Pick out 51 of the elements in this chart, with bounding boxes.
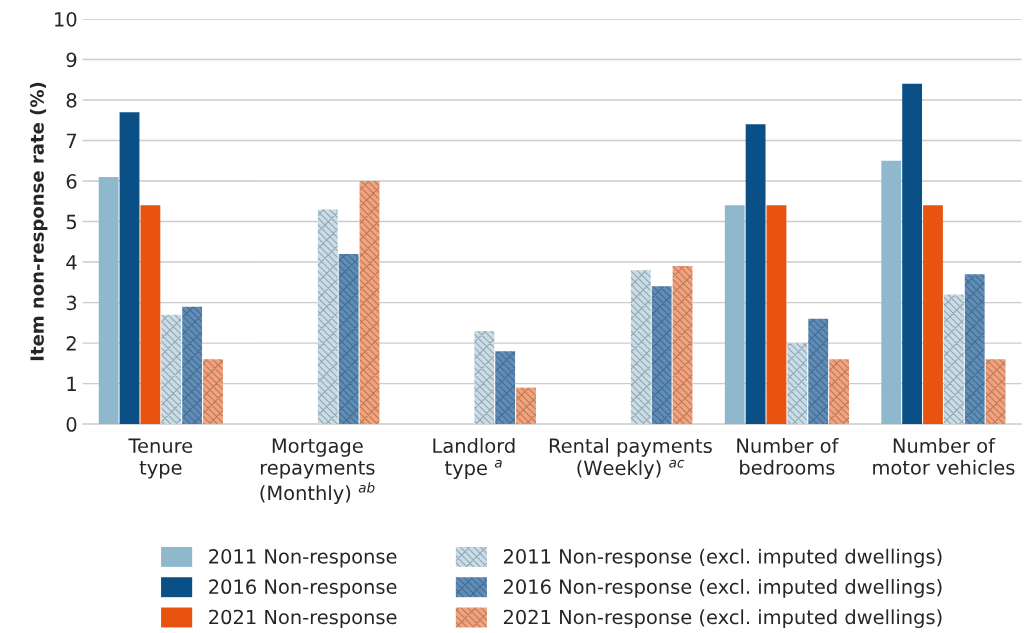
y-tick-label: 0 (66, 417, 77, 432)
y-tick-label: 3 (66, 295, 77, 311)
bar (943, 294, 964, 425)
bar (881, 160, 902, 425)
bar (787, 343, 808, 425)
bar (140, 205, 161, 425)
y-tick-label: 10 (55, 11, 77, 27)
legend-label: 2016 Non-response (excl. imputed dwellings) (503, 578, 942, 598)
bar (516, 387, 536, 425)
bar (161, 314, 182, 425)
y-tick-label: 1 (67, 376, 76, 391)
y-tick-label: 2 (66, 336, 76, 351)
y-tick-label: 8 (66, 92, 77, 108)
bar (964, 274, 985, 425)
y-tick-label: 4 (66, 255, 77, 270)
x-tick-label: Tenure type (128, 438, 193, 479)
bar (985, 359, 1006, 425)
bar (829, 359, 849, 425)
bar (338, 253, 359, 425)
y-tick-label: 7 (66, 133, 77, 148)
bar (745, 124, 766, 425)
bar (317, 209, 338, 425)
y-tick-label: 5 (66, 214, 76, 230)
legend-label: 2021 Non-response (excl. imputed dwellings) (503, 609, 942, 629)
bar (359, 181, 380, 425)
bar (902, 83, 923, 425)
y-tick-label: 9 (66, 52, 77, 68)
x-tick-label: Number of bedrooms (737, 438, 839, 475)
bar (672, 266, 693, 425)
bar (923, 205, 943, 425)
bar (766, 205, 787, 425)
x-tick-label: Number of motor vehicles (873, 438, 1015, 475)
bar (474, 330, 495, 425)
bar (651, 286, 672, 425)
legend-label: 2011 Non-response (excl. imputed dwellings) (503, 548, 942, 568)
x-tick-label: Mortgage repayments (Monthly) $^{ab}$ (260, 438, 375, 504)
y-axis-title: Item non-response rate (%) (29, 82, 48, 361)
bar (119, 112, 140, 425)
bar (182, 306, 203, 425)
legend-label: 2011 Non-response (209, 549, 397, 568)
legend-label: 2016 Non-response (209, 579, 397, 598)
bar (203, 359, 223, 425)
x-tick-label: Landlord type $^{a}$ (433, 438, 515, 479)
bar (495, 351, 516, 425)
y-tick-label: 6 (66, 173, 77, 189)
bar (724, 205, 745, 425)
bar (98, 176, 119, 425)
legend-label: 2021 Non-response (209, 609, 397, 629)
bar (808, 318, 829, 425)
bar (630, 270, 651, 425)
x-tick-label: Rental payments (Weekly) $^{ac}$ (549, 438, 712, 479)
